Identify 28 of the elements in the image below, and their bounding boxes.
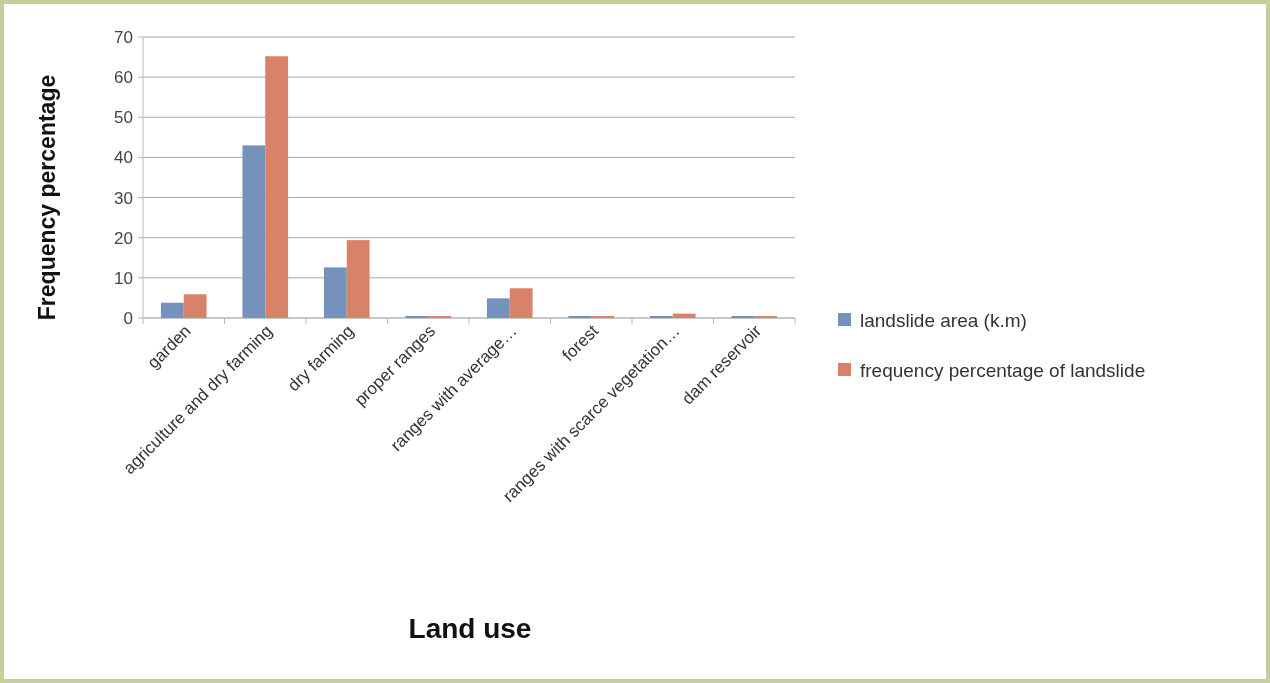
bar <box>486 298 510 318</box>
bar <box>405 315 429 318</box>
y-tick-label: 0 <box>123 308 133 328</box>
bar <box>428 315 452 318</box>
x-axis-title: Land use <box>408 613 532 644</box>
legend-label: frequency percentage of landslide <box>860 359 1146 381</box>
bar <box>242 145 266 318</box>
bar <box>591 315 615 318</box>
y-tick-label: 40 <box>114 148 133 168</box>
bar <box>754 315 778 318</box>
bar <box>509 288 533 318</box>
bar <box>649 315 673 318</box>
bar <box>346 240 370 318</box>
bar <box>568 315 592 318</box>
y-tick-label: 60 <box>114 68 133 88</box>
y-tick-label: 30 <box>114 188 133 208</box>
bar <box>672 313 696 318</box>
y-tick-label: 20 <box>114 228 133 248</box>
bar <box>323 267 347 318</box>
bar <box>731 315 755 318</box>
bar <box>265 56 289 318</box>
y-axis-title: Frequency percentage <box>34 74 60 321</box>
y-tick-label: 50 <box>114 108 133 128</box>
legend-label: landslide area (k.m) <box>860 309 1027 331</box>
y-tick-label: 10 <box>114 268 133 288</box>
y-tick-label: 70 <box>114 27 133 47</box>
bar <box>183 294 207 318</box>
bar <box>160 302 184 318</box>
